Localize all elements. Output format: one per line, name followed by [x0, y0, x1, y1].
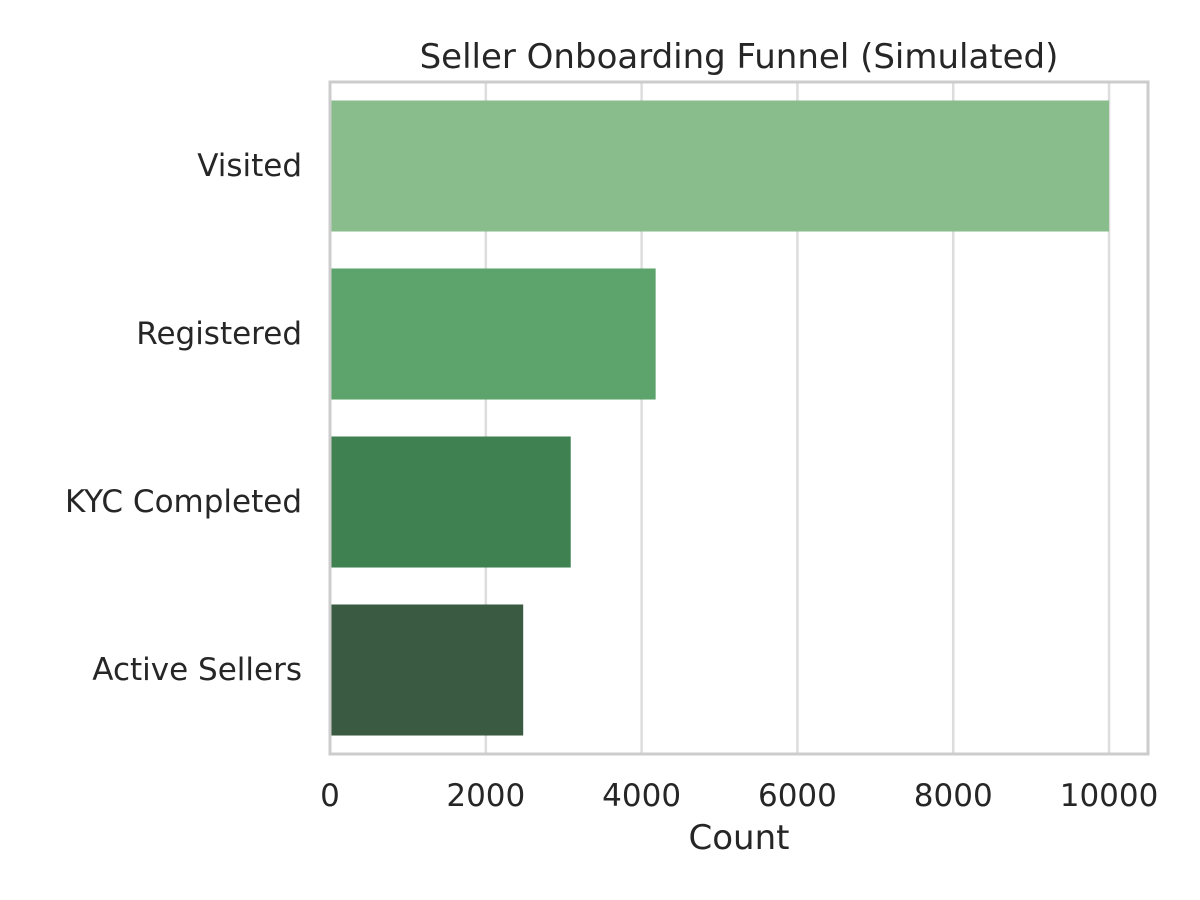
y-tick-label-active-sellers: Active Sellers: [92, 652, 302, 688]
bar-active-sellers: [331, 604, 524, 736]
chart-title: Seller Onboarding Funnel (Simulated): [420, 37, 1059, 77]
x-tick-label-0: 0: [320, 778, 340, 814]
x-tick-label-4000: 4000: [602, 778, 681, 814]
x-tick-labels: 0 2000 4000 6000 8000 10000: [320, 778, 1158, 814]
x-tick-label-8000: 8000: [914, 778, 993, 814]
bar-visited: [331, 100, 1110, 232]
y-tick-label-visited: Visited: [197, 148, 302, 184]
y-tick-labels: Visited Registered KYC Completed Active Sel…: [65, 148, 302, 688]
x-tick-label-2000: 2000: [446, 778, 525, 814]
y-tick-label-registered: Registered: [136, 316, 302, 352]
bar-registered: [331, 268, 656, 400]
x-tick-label-10000: 10000: [1060, 778, 1159, 814]
plot-area-border: [328, 80, 1150, 756]
bar-kyc-completed: [331, 436, 571, 568]
bars: [331, 100, 1110, 736]
x-axis-label: Count: [689, 818, 790, 858]
x-tick-label-6000: 6000: [758, 778, 837, 814]
y-tick-label-kyc-completed: KYC Completed: [65, 484, 302, 520]
